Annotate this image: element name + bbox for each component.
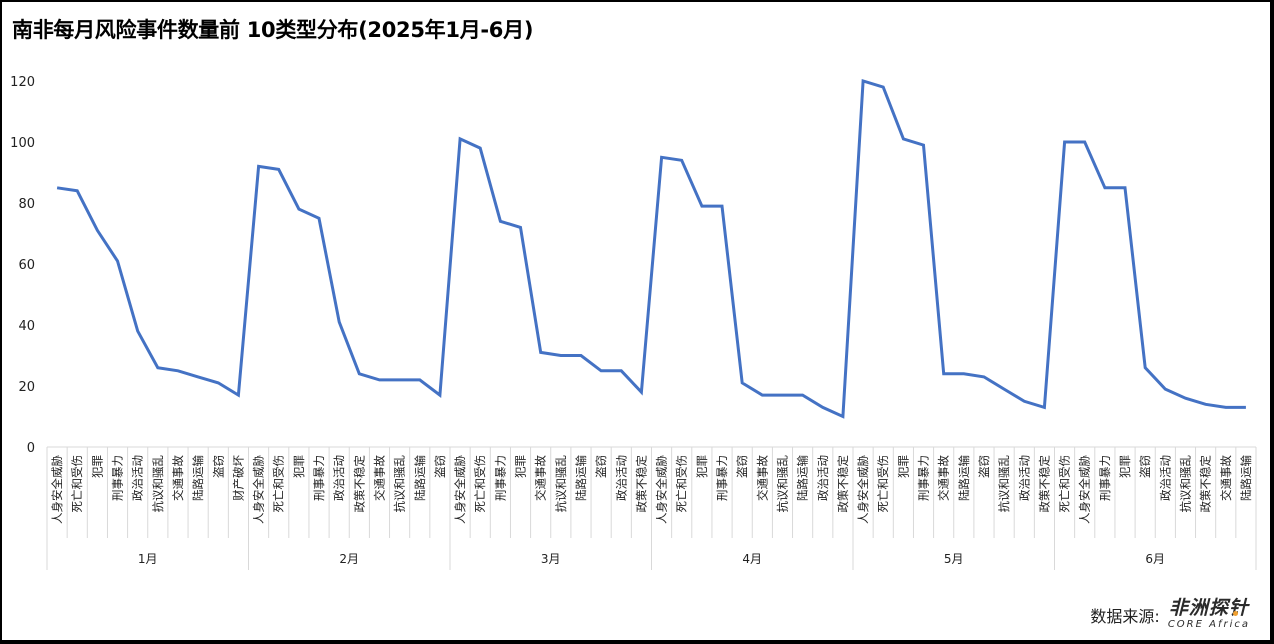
logo-en-text: CORE Africa xyxy=(1167,619,1250,630)
x-category-label: 陆路运输 xyxy=(1239,455,1253,501)
x-category-label: 人身安全威胁 xyxy=(453,455,467,524)
x-category-label: 政策不稳定 xyxy=(1199,455,1213,513)
x-category-label: 犯罪 xyxy=(292,455,306,478)
x-category-label: 陆路运输 xyxy=(191,455,205,501)
x-category-label: 抗议和骚乱 xyxy=(151,455,165,513)
x-category-label: 交通事故 xyxy=(171,455,185,501)
x-category-label: 政治活动 xyxy=(1017,455,1031,501)
x-category-label: 政治活动 xyxy=(332,455,346,501)
data-source: 数据来源: 非洲探针 CORE Africa xyxy=(1090,599,1250,630)
x-category-label: 政治活动 xyxy=(1158,455,1172,501)
y-tick-label: 40 xyxy=(18,319,35,334)
y-tick-label: 60 xyxy=(18,258,35,273)
x-category-label: 交通事故 xyxy=(937,455,951,501)
x-category-label: 刑事暴力 xyxy=(312,455,326,501)
x-category-label: 死亡和受伤 xyxy=(675,455,689,513)
x-category-label: 抗议和骚乱 xyxy=(1178,455,1192,513)
x-month-label: 4月 xyxy=(742,552,762,566)
x-category-label: 政策不稳定 xyxy=(634,455,648,513)
logo-dot-icon xyxy=(1232,611,1238,616)
x-month-label: 6月 xyxy=(1145,552,1165,566)
logo-cn-label: 非洲探针 xyxy=(1168,597,1249,619)
series-line xyxy=(56,79,1246,419)
x-category-label: 死亡和受伤 xyxy=(70,455,84,513)
x-category-label: 陆路运输 xyxy=(574,455,588,501)
x-category-label: 犯罪 xyxy=(1118,455,1132,478)
x-category-label: 盗窃 xyxy=(1138,455,1152,478)
x-category-label: 财产破坏 xyxy=(231,455,245,501)
x-category-label: 犯罪 xyxy=(514,455,528,478)
x-category-label: 政治活动 xyxy=(614,455,628,501)
x-category-label: 政策不稳定 xyxy=(1037,455,1051,513)
x-category-label: 政策不稳定 xyxy=(352,455,366,513)
y-tick-label: 0 xyxy=(27,441,35,456)
x-category-label: 死亡和受伤 xyxy=(1058,455,1072,513)
x-category-label: 抗议和骚乱 xyxy=(393,455,407,513)
x-category-label: 死亡和受伤 xyxy=(876,455,890,513)
x-category-label: 死亡和受伤 xyxy=(272,455,286,513)
x-category-label: 刑事暴力 xyxy=(111,455,125,501)
x-category-label: 刑事暴力 xyxy=(493,455,507,501)
x-category-label: 抗议和骚乱 xyxy=(775,455,789,513)
y-tick-label: 120 xyxy=(10,75,35,90)
x-category-label: 陆路运输 xyxy=(413,455,427,501)
x-category-label: 刑事暴力 xyxy=(1098,455,1112,501)
x-category-label: 陆路运输 xyxy=(957,455,971,501)
x-month-label: 2月 xyxy=(339,552,359,566)
x-category-label: 犯罪 xyxy=(90,455,104,478)
chart-title: 南非每月风险事件数量前 10类型分布(2025年1月-6月) xyxy=(12,18,534,42)
x-category-label: 政策不稳定 xyxy=(836,455,850,513)
x-category-label: 刑事暴力 xyxy=(917,455,931,501)
source-label: 数据来源: xyxy=(1090,606,1160,626)
x-month-label: 1月 xyxy=(138,552,158,566)
x-month-label: 5月 xyxy=(944,552,964,566)
core-africa-logo: 非洲探针 CORE Africa xyxy=(1168,599,1250,630)
x-category-label: 抗议和骚乱 xyxy=(997,455,1011,513)
y-tick-label: 80 xyxy=(18,197,35,212)
x-category-label: 犯罪 xyxy=(896,455,910,478)
y-tick-label: 20 xyxy=(18,380,35,395)
y-tick-label: 100 xyxy=(10,136,35,151)
x-category-label: 陆路运输 xyxy=(796,455,810,501)
x-category-label: 犯罪 xyxy=(695,455,709,478)
x-category-label: 盗窃 xyxy=(735,455,749,478)
x-category-label: 人身安全威胁 xyxy=(1078,455,1092,524)
x-month-label: 3月 xyxy=(541,552,561,566)
x-category-label: 政治活动 xyxy=(816,455,830,501)
x-category-label: 盗窃 xyxy=(977,455,991,478)
x-category-label: 交通事故 xyxy=(372,455,386,501)
x-category-label: 死亡和受伤 xyxy=(473,455,487,513)
x-category-label: 人身安全威胁 xyxy=(50,455,64,524)
x-category-label: 盗窃 xyxy=(594,455,608,478)
x-category-label: 刑事暴力 xyxy=(715,455,729,501)
logo-cn-text: 非洲探针 xyxy=(1169,599,1249,618)
x-category-label: 人身安全威胁 xyxy=(856,455,870,524)
x-category-label: 盗窃 xyxy=(211,455,225,478)
y-axis: 0 20 40 60 80 100 120 xyxy=(10,75,35,456)
x-category-label: 人身安全威胁 xyxy=(655,455,669,524)
x-category-label: 交通事故 xyxy=(755,455,769,501)
x-category-label: 交通事故 xyxy=(1219,455,1233,501)
x-category-label: 人身安全威胁 xyxy=(252,455,266,524)
x-category-label: 盗窃 xyxy=(433,455,447,478)
x-axis: 人身安全威胁 死亡和受伤 犯罪 刑事暴力 政治活动 抗议和骚乱 交通事故 陆路运输 盗窃 财产破坏… xyxy=(46,446,1257,570)
x-category-label: 交通事故 xyxy=(534,455,548,501)
x-category-label: 政治活动 xyxy=(131,455,145,501)
x-category-label: 抗议和骚乱 xyxy=(554,455,568,513)
